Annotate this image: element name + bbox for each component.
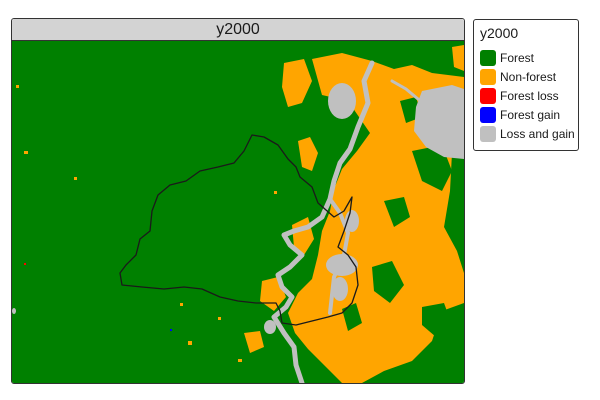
river	[271, 60, 375, 383]
non-forest-region	[244, 331, 264, 353]
legend-label: Forest	[500, 51, 535, 65]
forest-patch	[412, 145, 452, 191]
non-forest-region	[282, 59, 312, 107]
legend-label: Forest loss	[500, 89, 559, 103]
forest-patch	[422, 303, 452, 337]
legend-label: Forest gain	[500, 108, 561, 122]
forest-gain-swatch	[480, 107, 496, 123]
non-forest-swatch	[480, 69, 496, 85]
non-forest-region	[298, 137, 318, 171]
lake	[332, 277, 348, 301]
forest-patch	[384, 197, 410, 227]
legend-label: Non-forest	[500, 70, 557, 84]
forest-loss-swatch	[480, 88, 496, 104]
lake	[12, 308, 16, 314]
non-forest-speckle	[274, 191, 277, 194]
lake	[326, 254, 358, 276]
lake	[264, 320, 276, 334]
non-forest-speckle	[218, 317, 221, 320]
forest-patch	[342, 303, 362, 331]
gain-speckle	[170, 329, 172, 331]
legend-title: y2000	[480, 25, 519, 41]
non-forest-speckle	[180, 303, 183, 306]
map-panel: y2000	[11, 18, 465, 384]
river	[390, 79, 420, 101]
legend-label: Loss and gain	[500, 127, 575, 141]
panel-strip-title: y2000	[12, 19, 464, 41]
lake	[414, 85, 464, 159]
non-forest-region	[352, 337, 368, 357]
loss-speckle	[24, 263, 26, 265]
legend-item-forest-loss: Forest loss	[480, 88, 580, 105]
non-forest-speckle	[188, 341, 192, 345]
legend-item-forest-gain: Forest gain	[480, 107, 580, 124]
protected-area-boundary	[119, 134, 359, 326]
legend-item-non-forest: Non-forest	[480, 69, 580, 86]
forest-patch	[372, 261, 404, 303]
forest-swatch	[480, 50, 496, 66]
loss-and-gain-swatch	[480, 126, 496, 142]
non-forest-region	[452, 45, 464, 71]
lake	[328, 83, 356, 119]
land-cover-map	[12, 41, 464, 383]
legend-item-loss-and-gain: Loss and gain	[480, 126, 580, 143]
non-forest-speckle	[238, 359, 242, 362]
legend-item-forest: Forest	[480, 50, 580, 67]
non-forest-speckle	[16, 85, 19, 88]
non-forest-speckle	[74, 177, 77, 180]
non-forest-speckle	[24, 151, 28, 154]
legend: y2000 Forest Non-forest Forest loss Fore…	[473, 19, 579, 151]
